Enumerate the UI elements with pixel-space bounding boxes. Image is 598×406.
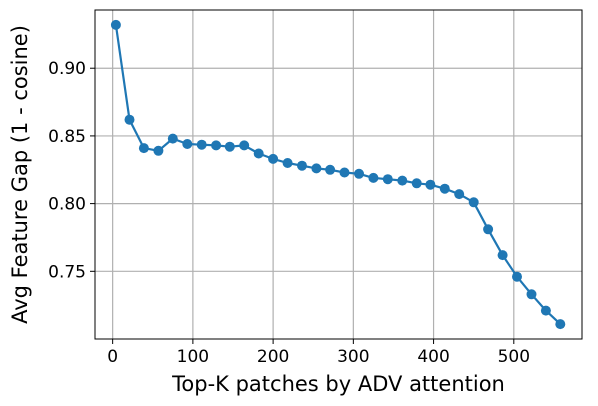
data-point xyxy=(526,289,537,300)
data-point xyxy=(325,164,336,175)
y-tick-label: 0.80 xyxy=(48,195,86,215)
data-point xyxy=(311,163,322,174)
data-point xyxy=(253,148,264,159)
ticks: 0 100 200 300 400 500 0.75 0.80 0.85 0.90 xyxy=(48,59,530,367)
data-point xyxy=(196,139,207,150)
y-tick-label: 0.85 xyxy=(48,127,86,147)
data-point xyxy=(368,172,379,183)
data-point xyxy=(282,158,293,168)
data-point xyxy=(124,114,135,125)
data-point xyxy=(339,167,350,178)
data-point xyxy=(211,140,222,151)
data-point xyxy=(483,224,494,235)
x-tick-label: 400 xyxy=(417,347,449,367)
x-tick-label: 0 xyxy=(107,347,118,367)
y-tick-label: 0.75 xyxy=(48,262,86,282)
x-tick-label: 500 xyxy=(498,347,530,367)
x-tick-label: 100 xyxy=(177,347,209,367)
data-point xyxy=(497,250,508,261)
data-point xyxy=(468,197,479,208)
data-point xyxy=(182,139,193,149)
data-point xyxy=(354,168,364,179)
grid xyxy=(95,10,582,339)
data-point xyxy=(138,143,149,154)
data-point xyxy=(167,133,178,144)
data-point xyxy=(439,183,450,194)
data-point xyxy=(268,153,279,164)
data-point xyxy=(153,145,164,156)
y-tick-label: 0.90 xyxy=(48,59,86,79)
data-point xyxy=(397,175,408,186)
x-axis-label: Top-K patches by ADV attention xyxy=(171,372,505,396)
data-point xyxy=(512,271,522,282)
x-tick-label: 200 xyxy=(257,347,289,367)
series-group xyxy=(110,19,566,330)
data-point xyxy=(297,160,307,171)
series-line xyxy=(114,24,562,325)
data-point xyxy=(382,174,393,185)
data-point xyxy=(540,305,551,316)
x-tick-label: 300 xyxy=(337,347,369,367)
data-point xyxy=(411,178,422,189)
data-point xyxy=(425,179,436,190)
data-point xyxy=(110,19,121,30)
plot-frame xyxy=(94,9,583,340)
data-point xyxy=(454,189,465,200)
data-point xyxy=(224,141,235,152)
y-axis-label: Avg Feature Gap (1 - cosine) xyxy=(8,25,32,324)
data-point xyxy=(555,319,566,330)
data-point xyxy=(239,140,250,151)
